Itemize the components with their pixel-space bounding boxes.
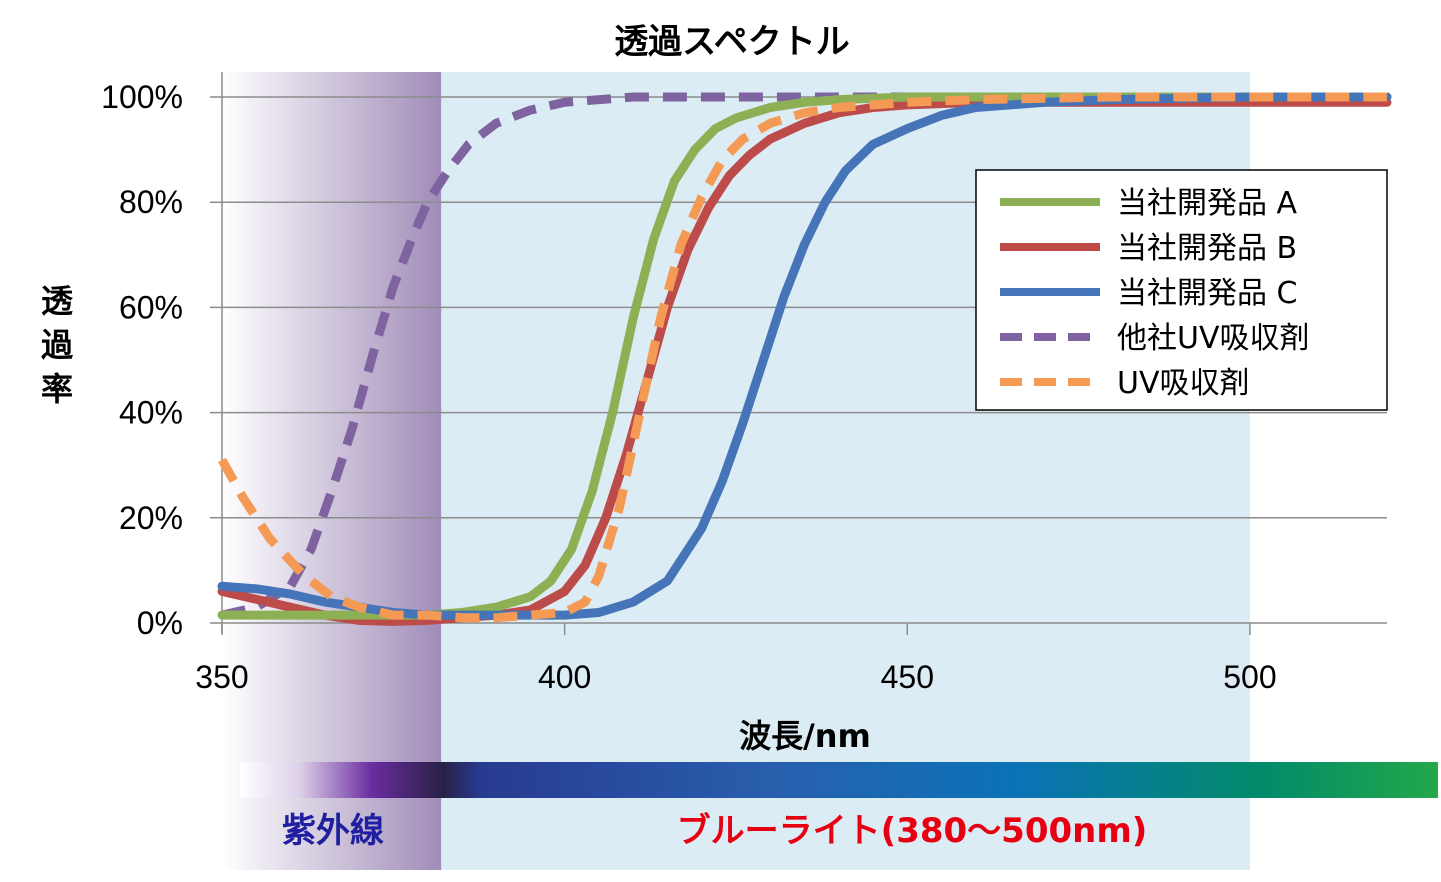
y-axis-label: 透過率 <box>41 282 74 408</box>
bluelight-region-label: ブルーライト(380〜500nm) <box>677 811 1148 851</box>
x-tick-label: 400 <box>538 659 591 695</box>
series-line-3 <box>217 92 1392 620</box>
uv-region-label: 紫外線 <box>282 811 384 851</box>
y-tick-label: 100% <box>101 79 183 115</box>
y-tick-label: 60% <box>119 289 183 325</box>
y-axis-label-char: 過 <box>41 326 74 364</box>
legend-label: 当社開発品 A <box>1117 186 1298 221</box>
y-axis-label-char: 透 <box>41 282 73 320</box>
uv-region <box>222 72 442 870</box>
legend-label: UV吸収剤 <box>1117 366 1249 401</box>
y-tick-labels: 0% 20% 40% 60% 80% 100% <box>101 79 183 641</box>
y-tick-label: 20% <box>119 500 183 536</box>
x-axis-label: 波長/nm <box>739 717 871 755</box>
legend-label: 他社UV吸収剤 <box>1117 321 1309 356</box>
y-axis-label-char: 率 <box>41 370 73 408</box>
series-layer <box>217 92 1392 626</box>
y-tick-label: 0% <box>137 605 183 641</box>
x-tick-label: 450 <box>881 659 934 695</box>
chart-title: 透過スペクトル <box>614 22 850 62</box>
legend-label: 当社開発品 B <box>1117 231 1297 266</box>
x-tick-label: 500 <box>1223 659 1276 695</box>
legend: 当社開発品 A 当社開発品 B 当社開発品 C 他社UV吸収剤 UV吸収剤 <box>975 169 1388 411</box>
series-line-4 <box>220 92 1387 620</box>
legend-label: 当社開発品 C <box>1117 276 1297 311</box>
spectrum-bar <box>240 762 1438 798</box>
x-tick-labels: 350 400 450 500 <box>195 659 1276 695</box>
series-line-5 <box>218 92 1387 623</box>
x-tick-label: 350 <box>195 659 248 695</box>
y-tick-label: 80% <box>119 184 183 220</box>
y-tick-label: 40% <box>119 395 183 431</box>
